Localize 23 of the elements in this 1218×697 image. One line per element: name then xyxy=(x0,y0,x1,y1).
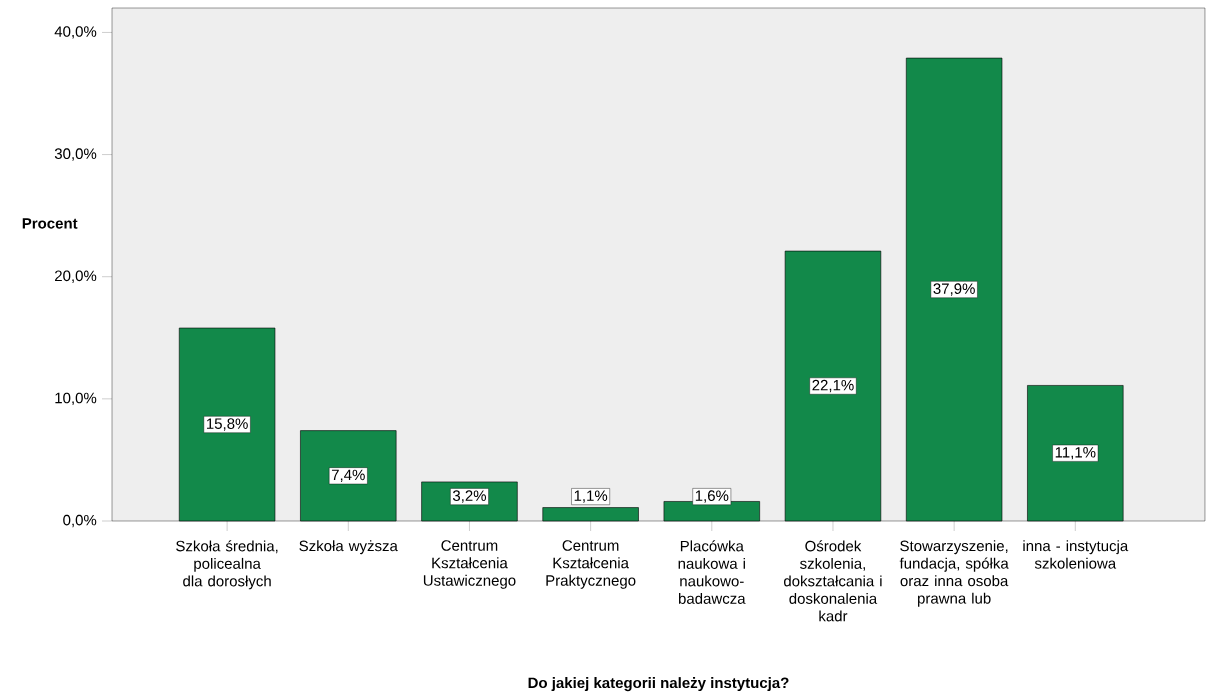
data-label: 7,4% xyxy=(331,469,365,482)
y-tick-label: 40,0% xyxy=(54,26,97,39)
y-tick-label: 30,0% xyxy=(54,148,97,161)
x-tick-label: Centrum Kształcenia Ustawicznego xyxy=(423,540,516,589)
y-tick-label: 0,0% xyxy=(63,514,97,528)
x-tick-label: Ośrodek szkolenia, dokształcania i doskonalenia kadr xyxy=(783,540,882,622)
x-tick-label: inna - instytucja szkoleniowa xyxy=(1023,540,1129,569)
x-tick-label: Stowarzyszenie, fundacja, spółka oraz inna osoba prawna lub xyxy=(899,540,1009,607)
x-tick-label: Szkoła średnia, policealna dla dorosłych xyxy=(176,540,278,590)
data-label: 1,6% xyxy=(695,490,729,503)
x-axis-title: Do jakiej kategorii należy instytucja? xyxy=(528,677,789,692)
data-label: 1,1% xyxy=(574,490,608,503)
y-tick-label: 20,0% xyxy=(55,270,97,283)
y-axis-title: Procent xyxy=(22,218,78,229)
data-label: 22,1% xyxy=(812,379,854,393)
y-tick-label: 10,0% xyxy=(55,392,97,406)
data-label: 37,9% xyxy=(933,283,975,296)
x-tick-label: Centrum Kształcenia Praktycznego xyxy=(546,540,636,589)
data-label: 15,8% xyxy=(206,418,248,431)
x-tick-label: Szkoła wyższa xyxy=(299,540,398,555)
x-tick-label: Placówka naukowa i naukowo-badawcza xyxy=(678,540,746,604)
data-label: 11,1% xyxy=(1055,447,1096,460)
data-label: 3,2% xyxy=(452,490,487,503)
